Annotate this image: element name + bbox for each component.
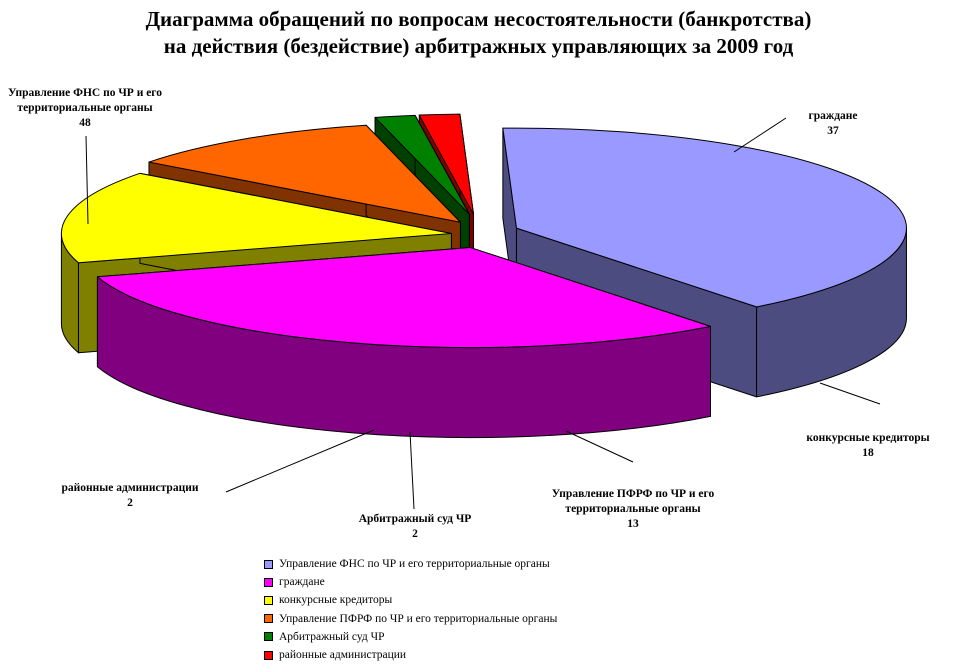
data-label-value: 2: [127, 497, 133, 509]
data-label-category: Арбитражный суд ЧР: [359, 513, 472, 525]
data-label-value: 48: [79, 117, 91, 129]
legend-swatch: [264, 650, 273, 660]
legend-swatch: [264, 614, 273, 624]
data-label-category: территориальные органы: [565, 503, 700, 515]
data-label-category: территориальные органы: [17, 102, 152, 114]
slice-top: [148, 124, 461, 223]
leader-line: [565, 430, 634, 463]
legend-swatch: [264, 559, 273, 569]
pie-slices: [60, 113, 907, 439]
legend-label: конкурсные кредиторы: [279, 594, 393, 607]
legend-item: Управление ФНС по ЧР и его территориальн…: [264, 555, 557, 573]
legend-label: Управление ПФРФ по ЧР и его территориаль…: [279, 612, 558, 625]
leader-line: [409, 431, 415, 510]
leader-lines: [85, 117, 881, 510]
legend-swatch: [264, 577, 273, 587]
data-label-value: 18: [862, 447, 874, 459]
slice-top: [502, 127, 907, 308]
chart-title-line-1: Диаграмма обращений по вопросам несостоя…: [145, 7, 812, 31]
legend-item: Арбитражный суд ЧР: [264, 628, 557, 646]
slice-top: [96, 247, 711, 349]
data-label-category: граждане: [808, 110, 857, 122]
leader-line: [85, 135, 89, 225]
legend-label: районные администрации: [279, 649, 407, 662]
slice-top: [60, 172, 452, 264]
legend-label: Управление ФНС по ЧР и его территориальн…: [279, 558, 550, 571]
legend-item: Управление ПФРФ по ЧР и его территориаль…: [264, 610, 557, 628]
data-label-category: конкурсные кредиторы: [806, 432, 929, 444]
data-label-value: 2: [412, 528, 418, 540]
chart-title-line-2: на действия (бездействие) арбитражных уп…: [163, 34, 794, 58]
data-label-value: 37: [827, 125, 839, 137]
legend-item: конкурсные кредиторы: [264, 591, 557, 609]
legend: Управление ФНС по ЧР и его территориальн…: [264, 555, 557, 664]
chart-title: Диаграмма обращений по вопросам несостоя…: [0, 6, 957, 60]
slice-top: [418, 113, 475, 215]
data-label-category: Управление ПФРФ по ЧР и его: [552, 488, 715, 500]
data-label-category: районные администрации: [62, 482, 199, 494]
legend-label: граждане: [279, 576, 325, 589]
data-label-value: 13: [627, 518, 639, 530]
slice-top: [374, 114, 470, 215]
leader-line: [733, 117, 787, 153]
legend-item: районные администрации: [264, 646, 557, 664]
legend-swatch: [264, 632, 273, 642]
legend-label: Арбитражный суд ЧР: [279, 630, 385, 643]
data-label-category: Управление ФНС по ЧР и его: [8, 87, 162, 99]
pie-slice: [96, 247, 711, 439]
legend-item: граждане: [264, 573, 557, 591]
legend-swatch: [264, 595, 273, 605]
leader-line: [819, 382, 881, 405]
leader-line: [225, 429, 375, 493]
data-labels: Управление ФНС по ЧР и его территориальны…: [8, 87, 930, 540]
